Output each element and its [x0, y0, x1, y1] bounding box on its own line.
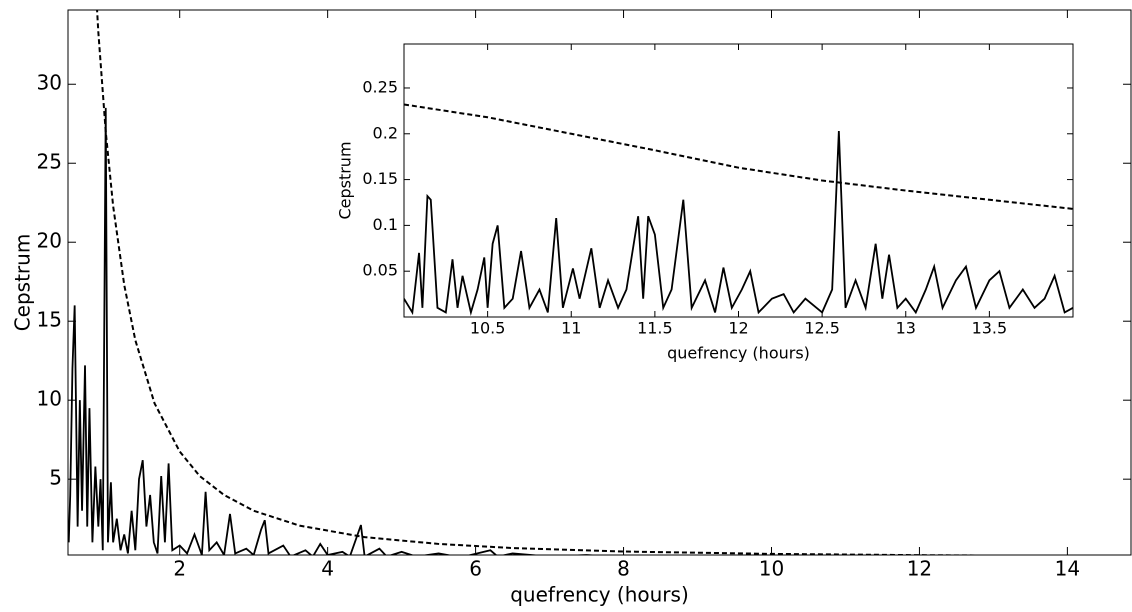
x-tick-label: 8: [617, 557, 630, 581]
y-tick-label: 5: [49, 466, 62, 490]
y-tick-label: 25: [37, 150, 62, 174]
y-axis-label: Cepstrum: [336, 141, 355, 219]
main-plot: 2 4 6 8 10 12 14 5 10 15 20 25 30 quefrency (hours) Ce…: [11, 9, 1132, 607]
y-tick-label: 0.05: [362, 261, 398, 280]
x-axis-label: quefrency (hours): [667, 344, 810, 363]
x-tick-label: 6: [469, 557, 482, 581]
data-line: [404, 130, 1073, 316]
y-tick-label: 20: [37, 229, 62, 253]
x-tick-label: 4: [321, 557, 334, 581]
series-group: [68, 10, 1081, 555]
y-tick-label: 0.25: [362, 77, 398, 96]
x-tick-label: 13.5: [972, 319, 1008, 338]
plot-frame: [67, 9, 1132, 556]
inset-plot: 10.5 11 11.5 12 12.5 13 13.5 0.05 0.1 0.15 0.2 0.25…: [336, 43, 1074, 363]
y-tick-label: 0.15: [362, 169, 398, 188]
x-tick-label: 12: [728, 319, 748, 338]
x-tick-label: 12.5: [804, 319, 840, 338]
y-tick-label: 0.2: [373, 123, 398, 142]
x-tick-label: 13: [896, 319, 916, 338]
series-group: [404, 103, 1073, 316]
x-tick-label: 10: [759, 557, 784, 581]
x-tick-label: 11: [561, 319, 581, 338]
y-tick-label: 0.1: [373, 215, 398, 234]
y-tick-label: 30: [37, 71, 62, 95]
y-axis-label: Cepstrum: [11, 234, 35, 332]
x-tick-label: 11.5: [637, 319, 673, 338]
data-line: [404, 103, 1073, 210]
x-tick-label: 12: [907, 557, 932, 581]
x-tick-label: 14: [1055, 557, 1080, 581]
data-line: [68, 107, 601, 555]
x-axis-label: quefrency (hours): [510, 583, 689, 607]
y-tick-label: 15: [37, 308, 62, 332]
x-tick-label: 2: [173, 557, 186, 581]
inset-background: [404, 44, 1073, 317]
plot-frame: [403, 43, 1074, 318]
x-tick-label: 10.5: [470, 319, 506, 338]
y-tick-label: 10: [37, 387, 62, 411]
